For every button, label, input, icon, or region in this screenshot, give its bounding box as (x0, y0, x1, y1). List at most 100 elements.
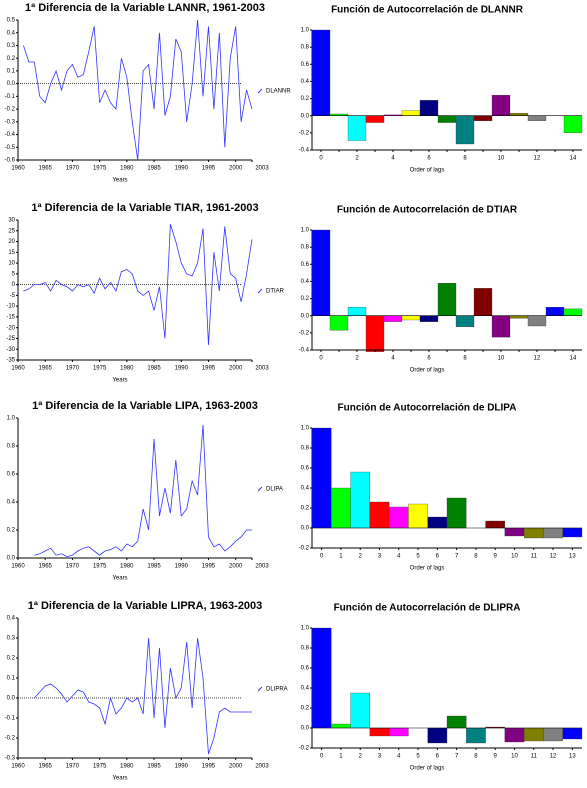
x-tick-label: 3 (378, 754, 382, 760)
y-tick-label: -5 (10, 293, 16, 299)
legend-label: DTIAR (266, 289, 285, 295)
bar (347, 306, 367, 316)
x-tick-label: 0 (320, 754, 324, 760)
bar (562, 727, 583, 740)
x-tick-label: 10 (511, 554, 518, 560)
bar (388, 506, 409, 529)
x-tick-label: 1995 (202, 366, 216, 372)
x-tick-label: 4 (391, 156, 395, 162)
chart-title: 1ª Diferencia de la Variable LIPA, 1963-… (32, 400, 258, 412)
x-tick-label: 1965 (39, 564, 53, 570)
x-tick-label: 2000 (229, 564, 243, 570)
x-axis-label: Order of lags (410, 566, 445, 572)
bar (466, 727, 486, 744)
y-tick-label: 10 (8, 261, 15, 267)
y-tick-label: -0.6 (5, 158, 16, 164)
x-tick-label: 1985 (147, 166, 161, 172)
y-tick-label: 30 (8, 218, 15, 224)
bar (347, 115, 367, 141)
x-tick-label: 10 (498, 156, 505, 162)
x-tick-label: 1980 (120, 366, 134, 372)
legend-label: DLIPRA (266, 687, 288, 693)
y-tick-label: 0.2 (301, 296, 310, 302)
x-tick-label: 1985 (147, 764, 161, 770)
bar (369, 727, 390, 737)
bar (473, 115, 493, 122)
x-tick-label: 1960 (11, 764, 25, 770)
x-tick-label: 6 (427, 156, 431, 162)
y-tick-label: 0.2 (301, 506, 310, 512)
x-tick-label: 10 (498, 356, 505, 362)
bar (543, 527, 563, 539)
y-tick-label: -0.4 (5, 132, 16, 138)
x-tick-label: 1975 (93, 366, 107, 372)
y-tick-label: -0.1 (5, 94, 16, 100)
x-tick-label: 7 (455, 554, 459, 560)
y-tick-label: 0.6 (301, 466, 310, 472)
x-tick-label: 5 (416, 554, 420, 560)
x-tick-label: 2 (359, 754, 363, 760)
bar (491, 315, 511, 338)
y-tick-label: -0.2 (299, 546, 310, 552)
y-tick-label: 1.0 (301, 426, 310, 432)
bar (491, 94, 511, 116)
x-tick-label: 1990 (175, 764, 189, 770)
y-tick-label: -0.2 (299, 130, 310, 136)
y-tick-label: -15 (6, 315, 15, 321)
y-tick-label: 0.0 (301, 113, 310, 119)
bar (523, 727, 544, 742)
bar (509, 112, 529, 116)
bar (408, 503, 428, 529)
x-tick-label: 12 (550, 754, 557, 760)
y-tick-label: 1.0 (301, 228, 310, 234)
x-axis-label: Order of lags (410, 368, 445, 374)
y-tick-label: -10 (6, 304, 15, 310)
bar (369, 501, 390, 529)
legend-label: DLIPA (266, 487, 283, 493)
y-tick-label: 0.6 (301, 262, 310, 268)
y-tick-label: 0.2 (301, 706, 310, 712)
bar (545, 306, 565, 316)
y-tick-label: 0.6 (301, 666, 310, 672)
chart-title: 1ª Diferencia de la Variable TIAR, 1961-… (31, 202, 258, 214)
x-tick-label: 1980 (120, 166, 134, 172)
x-tick-label: 2000 (229, 764, 243, 770)
bar (509, 315, 529, 319)
bar (427, 727, 448, 744)
x-tick-label: 1980 (120, 564, 134, 570)
y-tick-label: -30 (6, 347, 15, 353)
legend-swatch (257, 686, 263, 692)
bar (388, 727, 409, 737)
y-tick-label: 0.6 (7, 472, 16, 478)
bar (523, 527, 544, 539)
chart-title: Función de Autocorrelación de DLIPA (338, 403, 517, 414)
y-tick-label: 0.6 (301, 62, 310, 68)
x-tick-label: 2000 (229, 366, 243, 372)
x-tick-label: 1970 (66, 366, 80, 372)
y-tick-label: 0.0 (301, 313, 310, 319)
y-tick-label: 1.0 (301, 28, 310, 34)
legend-label: DLANNR (266, 89, 291, 95)
x-tick-label: 1990 (175, 564, 189, 570)
x-tick-label: 1990 (175, 366, 189, 372)
bar (563, 115, 583, 134)
line (34, 637, 252, 755)
x-tick-label: 2 (355, 156, 359, 162)
bar (419, 315, 439, 322)
x-tick-label: 2000 (229, 166, 243, 172)
x-tick-label: 12 (534, 356, 541, 362)
x-axis-label: Years (112, 776, 127, 782)
bar (331, 487, 351, 529)
y-tick-label: -35 (6, 358, 15, 364)
y-tick-label: 0.5 (7, 18, 16, 24)
x-tick-label: 11 (531, 554, 538, 560)
y-tick-label: 0.0 (7, 556, 16, 562)
x-tick-label: 2003 (255, 166, 269, 172)
bar (311, 29, 331, 116)
x-tick-label: 2003 (255, 366, 269, 372)
legend-swatch (257, 88, 263, 94)
bar (401, 315, 421, 321)
x-tick-label: 10 (511, 754, 518, 760)
bar (437, 282, 457, 316)
